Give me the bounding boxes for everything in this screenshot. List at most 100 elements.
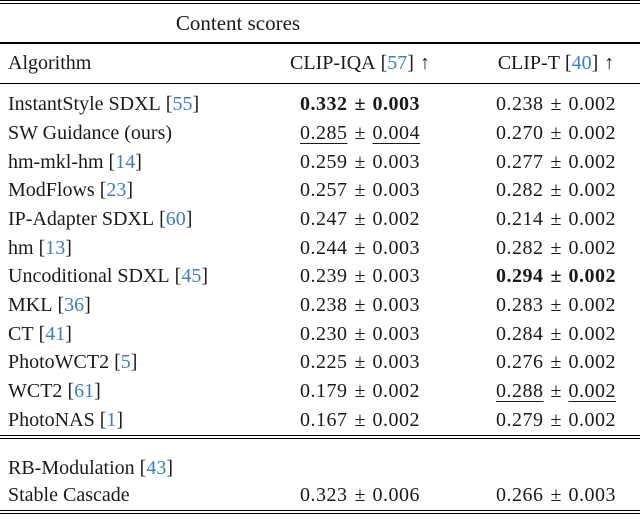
clip-iqa-cell: 0.230 ±0.003 xyxy=(300,322,420,345)
column-header-clip-iqa: CLIP-IQA [57] ↑ xyxy=(272,52,448,75)
algorithm-name: ModFlows xyxy=(8,179,95,202)
citation-link[interactable]: [45] xyxy=(174,265,208,288)
table-row: IP-Adapter SDXL [60] 0.247 ±0.002 0.214 ±0.… xyxy=(0,205,640,234)
clip-iqa-cell: 0.323 ±0.006 xyxy=(300,484,420,507)
algorithm-name: hm-mkl-hm xyxy=(8,150,104,173)
citation-link[interactable]: [57] xyxy=(380,51,414,74)
algorithm-cell: InstantStyle SDXL [55] xyxy=(0,93,272,116)
algorithm-cell: PhotoWCT2 [5] xyxy=(0,351,272,374)
clip-iqa-cell: 0.179 ±0.002 xyxy=(300,380,420,403)
citation-link[interactable]: [43] xyxy=(139,456,174,479)
clip-t-cell: 0.279 ±0.002 xyxy=(496,408,616,431)
algorithm-name: IP-Adapter SDXL xyxy=(8,207,155,230)
citation-link[interactable]: [13] xyxy=(38,236,72,259)
citation-link[interactable]: [55] xyxy=(165,93,200,116)
clip-iqa-cell: 0.239 ±0.003 xyxy=(300,265,420,288)
citation-link[interactable]: [41] xyxy=(38,322,72,345)
citation-link[interactable]: [23] xyxy=(99,179,134,202)
citation-link[interactable]: [60] xyxy=(159,207,193,230)
clip-t-cell: 0.276 ±0.002 xyxy=(496,351,616,374)
algorithm-name: Uncoditional SDXL xyxy=(8,265,170,288)
clip-iqa-cell: 0.167 ±0.002 xyxy=(300,408,420,431)
clip-iqa-cell: 0.259 ±0.003 xyxy=(300,150,420,173)
header-rule xyxy=(0,82,640,85)
clip-t-cell: 0.288 ±0.002 xyxy=(496,380,616,403)
citation-link[interactable]: [14] xyxy=(108,150,142,173)
table-row: Uncoditional SDXL [45] 0.239 ±0.003 0.294 ±… xyxy=(0,262,640,291)
algorithm-name: PhotoNAS xyxy=(8,408,95,431)
algorithm-name: MKL xyxy=(8,293,53,316)
clip-iqa-cell: 0.257 ±0.003 xyxy=(300,179,420,202)
algorithm-cell: IP-Adapter SDXL [60] xyxy=(0,208,272,231)
clip-t-cell: 0.282 ±0.002 xyxy=(496,179,616,202)
algorithm-cell: ModFlows [23] xyxy=(0,179,272,202)
algorithm-cell: CT [41] xyxy=(0,323,272,346)
algorithm-cell: WCT2 [61] xyxy=(0,380,272,403)
algorithm-cell: SW Guidance (ours) xyxy=(0,122,272,145)
table-row: SW Guidance (ours) 0.285 ±0.004 0.270 ±0.0… xyxy=(0,119,640,148)
clip-iqa-cell: 0.285 ±0.004 xyxy=(300,121,420,144)
clip-iqa-cell: 0.247 ±0.002 xyxy=(300,207,420,230)
table-row: PhotoWCT2 [5] 0.225 ±0.003 0.276 ±0.002 xyxy=(0,348,640,377)
baseline-section: RB-Modulation [43] Stable Cascade 0.323 ±0… xyxy=(0,439,640,510)
algorithm-cell: PhotoNAS [1] xyxy=(0,409,272,432)
table-row: Stable Cascade 0.323 ±0.006 0.266 ±0.003 xyxy=(0,482,640,510)
algorithm-name: hm xyxy=(8,236,34,259)
clip-t-cell: 0.282 ±0.002 xyxy=(496,236,616,259)
table-title-row: Content scores xyxy=(0,4,640,42)
clip-t-cell: 0.284 ±0.002 xyxy=(496,322,616,345)
clip-t-cell: 0.283 ±0.002 xyxy=(496,293,616,316)
column-header-algorithm: Algorithm xyxy=(8,51,92,74)
clip-iqa-cell: 0.238 ±0.003 xyxy=(300,293,420,316)
table-row: hm [13] 0.244 ±0.003 0.282 ±0.002 xyxy=(0,234,640,263)
clip-t-cell: 0.277 ±0.002 xyxy=(496,150,616,173)
up-arrow-icon: ↑ xyxy=(604,51,615,74)
citation-link[interactable]: [1] xyxy=(99,408,124,431)
algorithm-name: Stable Cascade xyxy=(8,484,130,507)
algorithm-name: SW Guidance (ours) xyxy=(8,121,173,144)
algorithm-cell: hm-mkl-hm [14] xyxy=(0,151,272,174)
algorithm-cell: RB-Modulation [43] xyxy=(0,457,272,480)
table-row: WCT2 [61] 0.179 ±0.002 0.288 ±0.002 xyxy=(0,377,640,406)
algorithm-cell: hm [13] xyxy=(0,237,272,260)
algorithm-cell: Uncoditional SDXL [45] xyxy=(0,265,272,288)
algorithm-name: CT xyxy=(8,322,34,345)
column-header-label: CLIP-T xyxy=(497,51,560,74)
algorithm-cell: MKL [36] xyxy=(0,294,272,317)
top-rule xyxy=(0,0,640,4)
clip-t-cell: 0.214 ±0.002 xyxy=(496,207,616,230)
table-row: ModFlows [23] 0.257 ±0.003 0.282 ±0.002 xyxy=(0,176,640,205)
content-scores-title: Content scores xyxy=(175,10,301,35)
section-divider-rule xyxy=(0,434,640,439)
algorithm-name: WCT2 xyxy=(8,380,63,403)
column-header-clip-t: CLIP-T [40] ↑ xyxy=(448,52,640,75)
clip-iqa-cell: 0.244 ±0.003 xyxy=(300,236,420,259)
table-row: CT [41] 0.230 ±0.003 0.284 ±0.002 xyxy=(0,320,640,349)
table-row: hm-mkl-hm [14] 0.259 ±0.003 0.277 ±0.002 xyxy=(0,148,640,177)
clip-t-cell xyxy=(448,457,640,480)
clip-iqa-cell: 0.225 ±0.003 xyxy=(300,351,420,374)
table-row: RB-Modulation [43] xyxy=(0,455,640,483)
table-header-row: Algorithm CLIP-IQA [57] ↑ CLIP-T [40] ↑ xyxy=(0,44,640,83)
main-results-section: InstantStyle SDXL [55] 0.332 ±0.003 0.238 ±… xyxy=(0,84,640,434)
citation-link[interactable]: [61] xyxy=(67,380,101,403)
clip-iqa-cell: 0.332 ±0.003 xyxy=(300,93,420,116)
up-arrow-icon: ↑ xyxy=(419,51,430,74)
algorithm-name: PhotoWCT2 xyxy=(8,351,110,374)
table-row: InstantStyle SDXL [55] 0.332 ±0.003 0.238 ±… xyxy=(0,90,640,119)
clip-iqa-cell xyxy=(272,457,448,480)
algorithm-cell: Stable Cascade xyxy=(0,484,272,507)
citation-link[interactable]: [40] xyxy=(564,51,599,74)
table-row: PhotoNAS [1] 0.167 ±0.002 0.279 ±0.002 xyxy=(0,406,640,435)
bottom-rule xyxy=(0,509,640,514)
title-rule xyxy=(0,42,640,44)
algorithm-name: InstantStyle SDXL xyxy=(8,93,161,116)
table-row: MKL [36] 0.238 ±0.003 0.283 ±0.002 xyxy=(0,291,640,320)
clip-t-cell: 0.266 ±0.003 xyxy=(496,484,616,507)
column-header-label: CLIP-IQA xyxy=(290,51,376,74)
citation-link[interactable]: [5] xyxy=(114,351,138,374)
clip-t-cell: 0.294 ±0.002 xyxy=(496,265,616,288)
citation-link[interactable]: [36] xyxy=(57,293,91,316)
clip-t-cell: 0.238 ±0.002 xyxy=(496,93,616,116)
